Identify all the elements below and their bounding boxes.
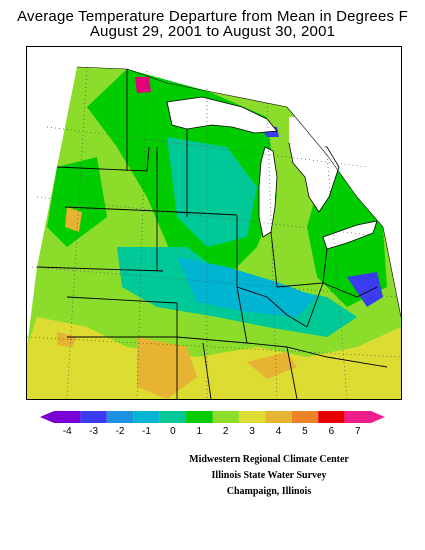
zone-magenta-north xyxy=(135,77,151,93)
color-swatch xyxy=(344,411,385,423)
scale-tick-label: 6 xyxy=(328,426,335,437)
graticule xyxy=(27,66,401,399)
temperature-departure-map xyxy=(26,46,402,400)
map-title: Average Temperature Departure from Mean … xyxy=(17,8,408,25)
scale-tick-label: 4 xyxy=(275,426,282,437)
color-scale-bar xyxy=(40,411,385,423)
scale-tick-label: -1 xyxy=(142,426,151,437)
color-swatch xyxy=(291,411,319,423)
date-range-subtitle: August 29, 2001 to August 30, 2001 xyxy=(89,23,336,40)
canada-north-white xyxy=(289,117,327,155)
zone-green-west xyxy=(47,157,107,247)
scale-tick-label: -2 xyxy=(115,426,125,437)
zone-cyan-central xyxy=(177,257,317,317)
scale-tick-label: 0 xyxy=(170,426,176,437)
color-swatch xyxy=(40,411,81,423)
scale-tick-label: 7 xyxy=(355,426,361,437)
scale-tick-label: 1 xyxy=(196,426,203,437)
region-outline xyxy=(76,66,401,318)
zone-orange-dakota xyxy=(65,207,82,232)
credit-line-1: Midwestern Regional Climate Center xyxy=(189,454,349,465)
scale-tick-label: -4 xyxy=(62,426,72,437)
scale-tick-label: -3 xyxy=(89,426,99,437)
color-swatch xyxy=(186,411,213,423)
map-canvas xyxy=(27,47,401,399)
lake-michigan xyxy=(258,146,278,238)
lake-huron xyxy=(288,142,340,213)
color-swatch xyxy=(159,411,187,423)
color-swatch xyxy=(80,411,107,423)
color-swatch xyxy=(318,411,345,423)
zone-orange-missouri xyxy=(137,337,197,399)
color-swatch xyxy=(265,411,292,423)
scale-tick-label: 5 xyxy=(302,426,308,437)
color-swatch xyxy=(133,411,160,423)
scale-tick-label: 2 xyxy=(222,426,229,437)
lake-superior xyxy=(166,96,278,134)
zone-yellow-south xyxy=(27,317,401,399)
color-swatch xyxy=(212,411,239,423)
state-boundaries xyxy=(36,69,388,399)
zone-orange-kansas xyxy=(57,332,77,347)
zone-teal-wisconsin xyxy=(167,137,257,247)
credit-line-3: Champaign, Illinois xyxy=(226,486,312,497)
credit-line-2: Illinois State Water Survey xyxy=(211,470,327,481)
zone-blue-ohio xyxy=(347,272,383,307)
scale-tick-label: 3 xyxy=(249,426,255,437)
color-swatch xyxy=(238,411,266,423)
color-swatch xyxy=(106,411,134,423)
zone-orange-kentucky xyxy=(247,352,297,379)
